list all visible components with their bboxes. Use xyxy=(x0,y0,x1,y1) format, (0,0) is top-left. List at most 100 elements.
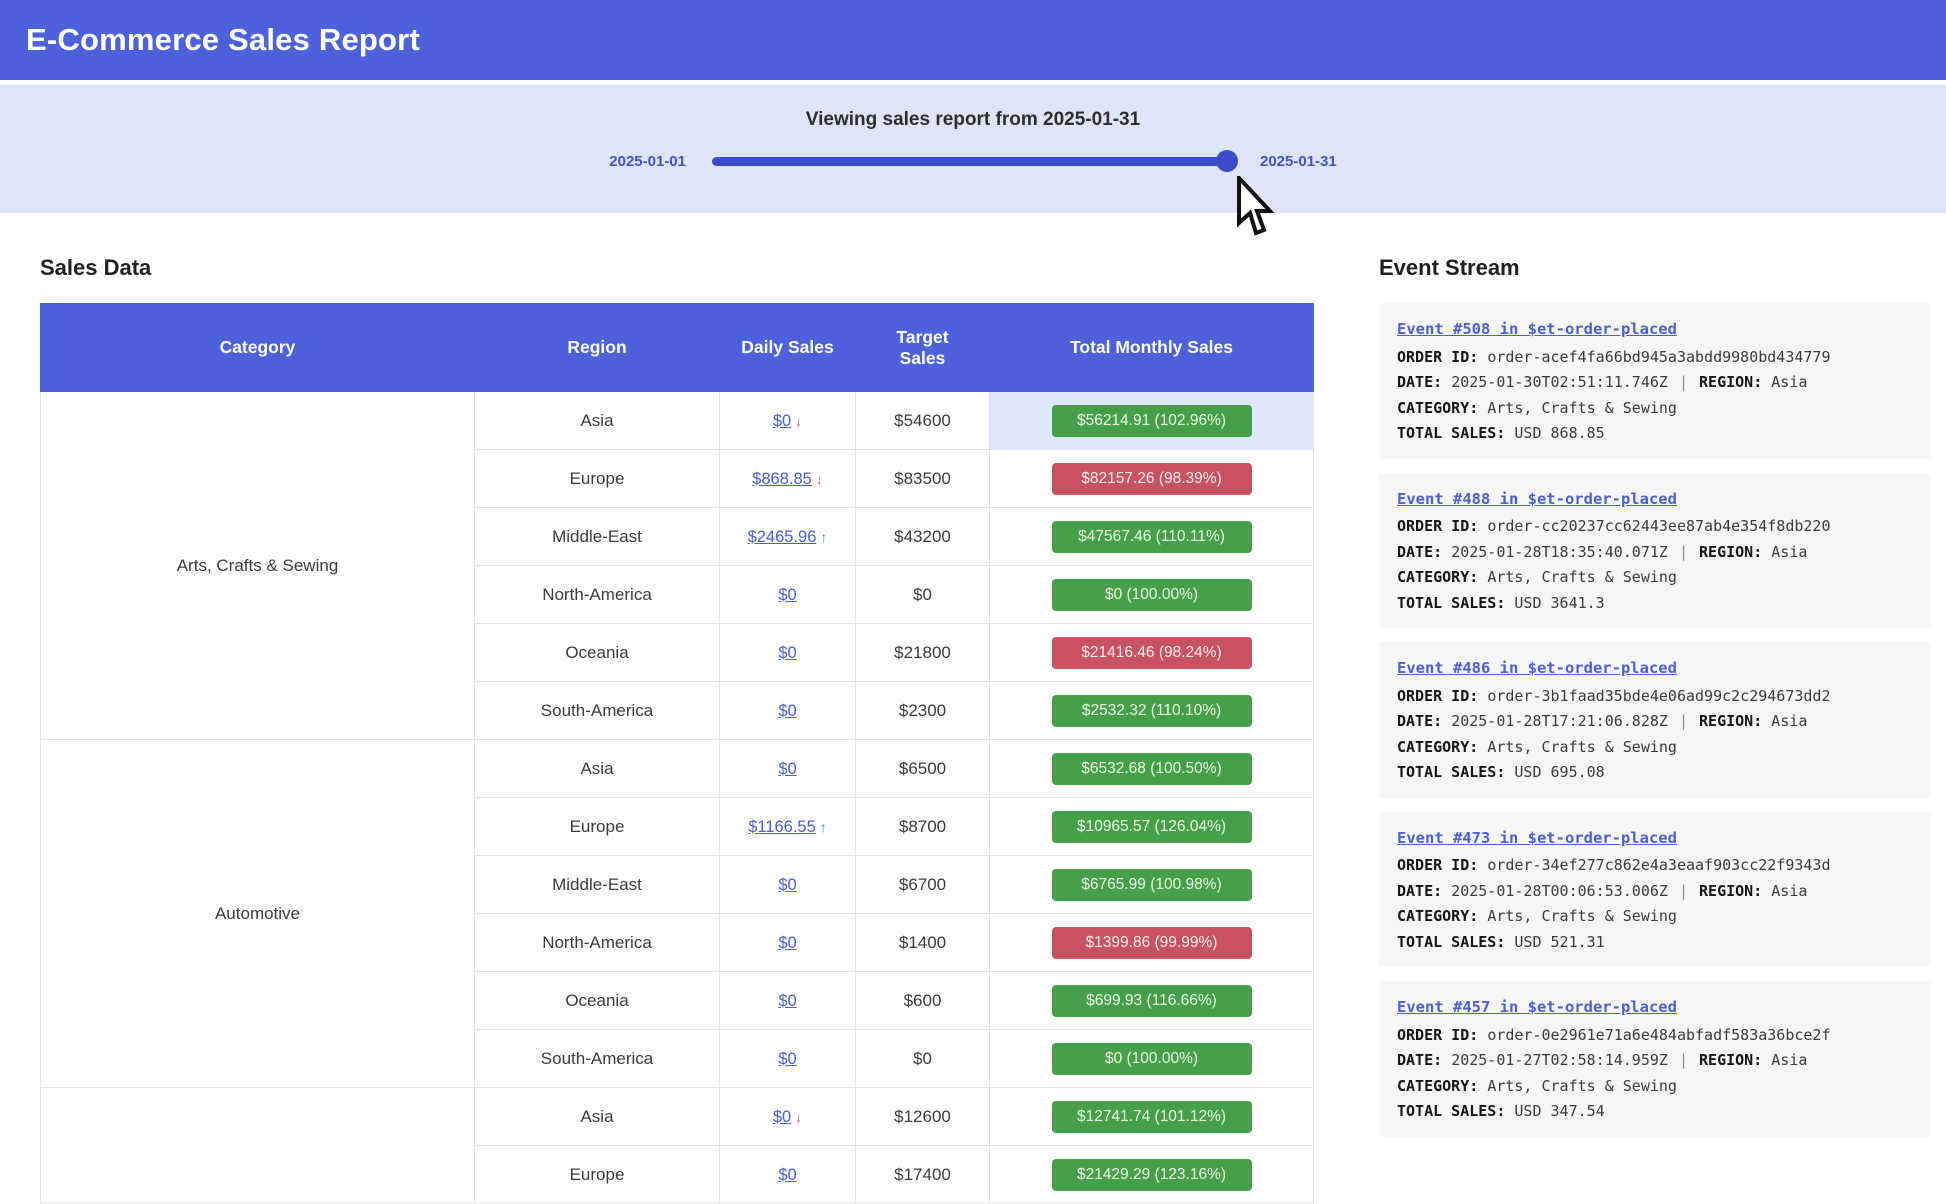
date-label: DATE: xyxy=(1397,881,1443,900)
category-value: Arts, Crafts & Sewing xyxy=(1487,737,1677,756)
region-cell: Oceania xyxy=(474,971,720,1030)
daily-sales-link[interactable]: $0 xyxy=(778,585,797,604)
region-label: REGION: xyxy=(1699,373,1763,391)
category-cell xyxy=(40,1087,475,1204)
monthly-sales-cell: $2532.32 (110.10%) xyxy=(989,681,1314,740)
daily-sales-link[interactable]: $0 xyxy=(778,991,797,1010)
monthly-sales-cell: $82157.26 (98.39%) xyxy=(989,449,1314,508)
daily-sales-link[interactable]: $0 xyxy=(778,933,797,952)
daily-sales-link[interactable]: $2465.96 xyxy=(747,527,817,546)
table-row: Europe $868.85 ↓ $83500 $82157.26 (98.39%) xyxy=(41,449,1314,508)
event-line: DATE: 2025-01-30T02:51:11.746Z | REGION:… xyxy=(1397,370,1913,396)
date-value: 2025-01-28T17:21:06.828Z xyxy=(1451,712,1668,730)
daily-sales-link[interactable]: $868.85 xyxy=(752,469,812,488)
event-line: TOTAL SALES: USD 347.54 xyxy=(1397,1099,1913,1125)
event-card: Event #486 in $et-order-placed ORDER ID: … xyxy=(1379,642,1931,798)
daily-sales-cell: $0 xyxy=(719,1029,856,1088)
table-row: South-America $0 $0 $0 (100.00%) xyxy=(41,1029,1314,1088)
daily-sales-link[interactable]: $1166.55 xyxy=(748,817,816,836)
event-link[interactable]: Event #508 in $et-order-placed xyxy=(1397,320,1677,338)
order-id-label: ORDER ID: xyxy=(1397,347,1479,366)
daily-sales-link[interactable]: $0 xyxy=(778,643,797,662)
total-sales-value: USD 868.85 xyxy=(1514,424,1605,442)
separator: | xyxy=(1678,712,1688,730)
table-row: Europe $1166.55 ↑ $8700 $10965.57 (126.04%) xyxy=(41,797,1314,856)
monthly-sales-cell: $0 (100.00%) xyxy=(989,565,1314,624)
daily-sales-link[interactable]: $0 xyxy=(778,1165,797,1184)
trend-down-icon: ↓ xyxy=(815,470,823,487)
daily-sales-link[interactable]: $0 xyxy=(778,701,797,720)
region-label: REGION: xyxy=(1699,712,1763,730)
order-id-label: ORDER ID: xyxy=(1397,856,1479,874)
app-header: E-Commerce Sales Report xyxy=(0,0,1946,80)
monthly-sales-cell: $21416.46 (98.24%) xyxy=(989,623,1314,682)
region-cell: Asia xyxy=(474,739,720,798)
daily-sales-cell: $0 xyxy=(719,681,856,740)
slider-track[interactable] xyxy=(712,156,1234,166)
event-line: CATEGORY: Arts, Crafts & Sewing xyxy=(1397,1074,1913,1100)
table-row: Oceania $0 $600 $699.93 (116.66%) xyxy=(41,971,1314,1030)
order-id-value: order-34ef277c862e4a3eaaf903cc22f9343d xyxy=(1487,856,1831,874)
monthly-sales-cell: $56214.91 (102.96%) xyxy=(989,391,1314,450)
daily-sales-cell: $0 xyxy=(719,913,856,972)
daily-sales-cell: $0 xyxy=(719,855,856,914)
target-sales-cell: $43200 xyxy=(855,507,990,566)
monthly-sales-cell: $699.93 (116.66%) xyxy=(989,971,1314,1030)
region-cell: Asia xyxy=(474,1087,720,1146)
target-sales-cell: $6500 xyxy=(855,739,990,798)
date-slider-section: Viewing sales report from 2025-01-31 202… xyxy=(0,85,1946,213)
event-stream-panel: Event Stream Event #508 in $et-order-pla… xyxy=(1379,213,1931,1204)
event-card: Event #488 in $et-order-placed ORDER ID: … xyxy=(1379,472,1931,628)
page-title: E-Commerce Sales Report xyxy=(26,22,420,57)
target-sales-cell: $21800 xyxy=(855,623,990,682)
table-row: North-America $0 $1400 $1399.86 (99.99%) xyxy=(41,913,1314,972)
total-sales-label: TOTAL SALES: xyxy=(1397,1102,1506,1120)
event-line: TOTAL SALES: USD 521.31 xyxy=(1397,930,1913,956)
event-line: ORDER ID: order-cc20237cc62443ee87ab4e35… xyxy=(1397,514,1913,540)
event-line: CATEGORY: Arts, Crafts & Sewing xyxy=(1397,565,1913,591)
daily-sales-link[interactable]: $0 xyxy=(778,1049,797,1068)
event-line: DATE: 2025-01-28T18:35:40.071Z | REGION:… xyxy=(1397,540,1913,566)
sales-table-body: Arts, Crafts & Sewing Asia $0 ↓ $54600 $56214… xyxy=(40,391,1314,1204)
separator: | xyxy=(1678,1051,1688,1069)
event-line: ORDER ID: order-3b1faad35bde4e06ad99c2c2… xyxy=(1397,684,1913,710)
monthly-sales-badge: $6532.68 (100.50%) xyxy=(1051,752,1252,785)
event-line: CATEGORY: Arts, Crafts & Sewing xyxy=(1397,904,1913,930)
order-id-value: order-acef4fa66bd945a3abdd9980bd434779 xyxy=(1487,347,1831,366)
monthly-sales-badge: $0 (100.00%) xyxy=(1051,578,1252,611)
event-link[interactable]: Event #473 in $et-order-placed xyxy=(1397,828,1677,847)
date-value: 2025-01-28T00:06:53.006Z xyxy=(1451,881,1668,900)
region-value: Asia xyxy=(1771,881,1808,900)
event-link[interactable]: Event #488 in $et-order-placed xyxy=(1397,489,1677,508)
slider-handle[interactable] xyxy=(1216,150,1238,172)
region-label: REGION: xyxy=(1699,881,1763,900)
region-cell: Europe xyxy=(474,797,720,856)
region-cell: South-America xyxy=(474,1029,720,1088)
daily-sales-link[interactable]: $0 xyxy=(778,759,797,778)
trend-down-icon: ↓ xyxy=(795,412,803,429)
daily-sales-cell: $0 xyxy=(719,971,856,1030)
total-sales-label: TOTAL SALES: xyxy=(1397,424,1506,442)
target-sales-cell: $1400 xyxy=(855,913,990,972)
category-label: CATEGORY: xyxy=(1397,907,1479,925)
daily-sales-link[interactable]: $0 xyxy=(772,411,792,430)
event-link[interactable]: Event #457 in $et-order-placed xyxy=(1397,998,1677,1016)
daily-sales-cell: $0 ↓ xyxy=(719,1087,856,1146)
category-label: CATEGORY: xyxy=(1397,1076,1479,1095)
event-line: CATEGORY: Arts, Crafts & Sewing xyxy=(1397,396,1913,422)
region-cell: Asia xyxy=(474,391,720,450)
date-slider[interactable] xyxy=(712,149,1238,173)
event-line: TOTAL SALES: USD 868.85 xyxy=(1397,421,1913,447)
monthly-sales-badge: $1399.86 (99.99%) xyxy=(1051,926,1252,959)
event-link[interactable]: Event #486 in $et-order-placed xyxy=(1397,659,1677,677)
slider-max-label: 2025-01-31 xyxy=(1260,152,1337,170)
monthly-sales-badge: $10965.57 (126.04%) xyxy=(1051,810,1252,843)
target-sales-cell: $2300 xyxy=(855,681,990,740)
daily-sales-link[interactable]: $0 xyxy=(772,1107,792,1126)
category-value: Arts, Crafts & Sewing xyxy=(1487,398,1677,417)
date-label: DATE: xyxy=(1397,1051,1443,1069)
daily-sales-link[interactable]: $0 xyxy=(778,875,797,894)
category-value: Arts, Crafts & Sewing xyxy=(1487,907,1677,925)
date-label: DATE: xyxy=(1397,373,1443,391)
date-value: 2025-01-28T18:35:40.071Z xyxy=(1451,542,1668,561)
